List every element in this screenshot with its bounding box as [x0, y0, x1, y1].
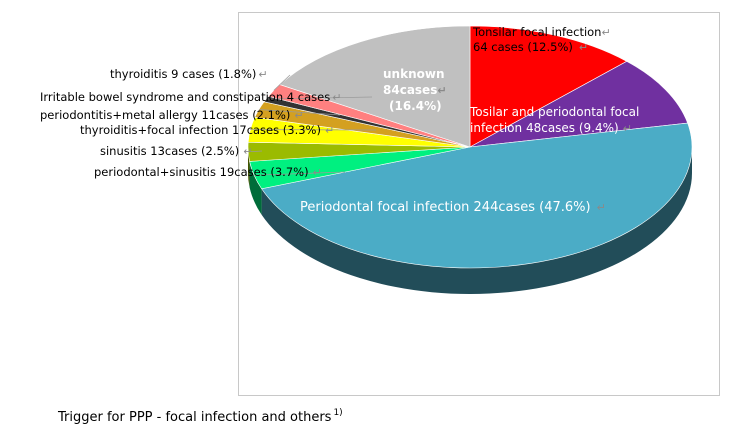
leader-line-4 [248, 150, 263, 153]
pie-slice-1 [469, 60, 689, 148]
slice-label-periodontal: Periodontal focal infection 244cases (47… [300, 200, 606, 215]
figure-caption: Trigger for PPP - focal infection and ot… [58, 408, 343, 425]
leader-line-7 [266, 96, 373, 100]
pie-slice-9 [279, 25, 471, 148]
slice-label-tosilar-periodontal-value: infection 48cases (9.4%) ↵ [470, 121, 632, 135]
leader-lines [248, 74, 377, 176]
pie-slice-0 [469, 25, 628, 148]
pie-side-4 [248, 147, 250, 188]
slice-label-tosilar-periodontal: Tosilar and periodontal focal [469, 105, 639, 119]
slice-label-thyroiditis: thyroiditis 9 cases (1.8%) ↵ [110, 67, 268, 81]
slice-label-unknown-pct: (16.4%) [389, 99, 442, 113]
slice-label-ibs: Irritable bowel syndrome and constipatio… [40, 90, 341, 104]
pie-side-3 [249, 161, 262, 215]
pie-slices [247, 25, 693, 269]
slice-label-unknown: unknown [383, 67, 444, 81]
caption-text: Trigger for PPP - focal infection and ot… [58, 410, 332, 425]
pie-slice-2 [261, 122, 693, 269]
slice-label-sinusitis: sinusitis 13cases (2.5%) ↵ [100, 144, 252, 158]
caption-footnote: 1) [333, 408, 343, 418]
slice-label-thyroiditis-focal: thyroiditis+focal infection 17cases (3.3… [80, 123, 334, 137]
slice-label-tonsilar-value: 64 cases (12.5%) ↵ [473, 40, 588, 54]
slice-label-unknown-cases: 84cases↵ [383, 83, 447, 97]
leader-line-6 [258, 109, 341, 116]
leader-line-3 [254, 171, 346, 176]
plot-area [238, 12, 720, 396]
slice-label-tonsilar: Tonsilar focal infection↵ [472, 25, 611, 39]
pie-sides [248, 147, 692, 294]
pie-side-2 [261, 147, 692, 294]
slice-label-metal-allergy: periodontitis+metal allergy 11cases (2.1… [40, 108, 304, 122]
leader-line-8 [273, 74, 291, 91]
slice-label-periodontal-sinusitis: periodontal+sinusitis 19cases (3.7%) ↵ [94, 165, 322, 179]
